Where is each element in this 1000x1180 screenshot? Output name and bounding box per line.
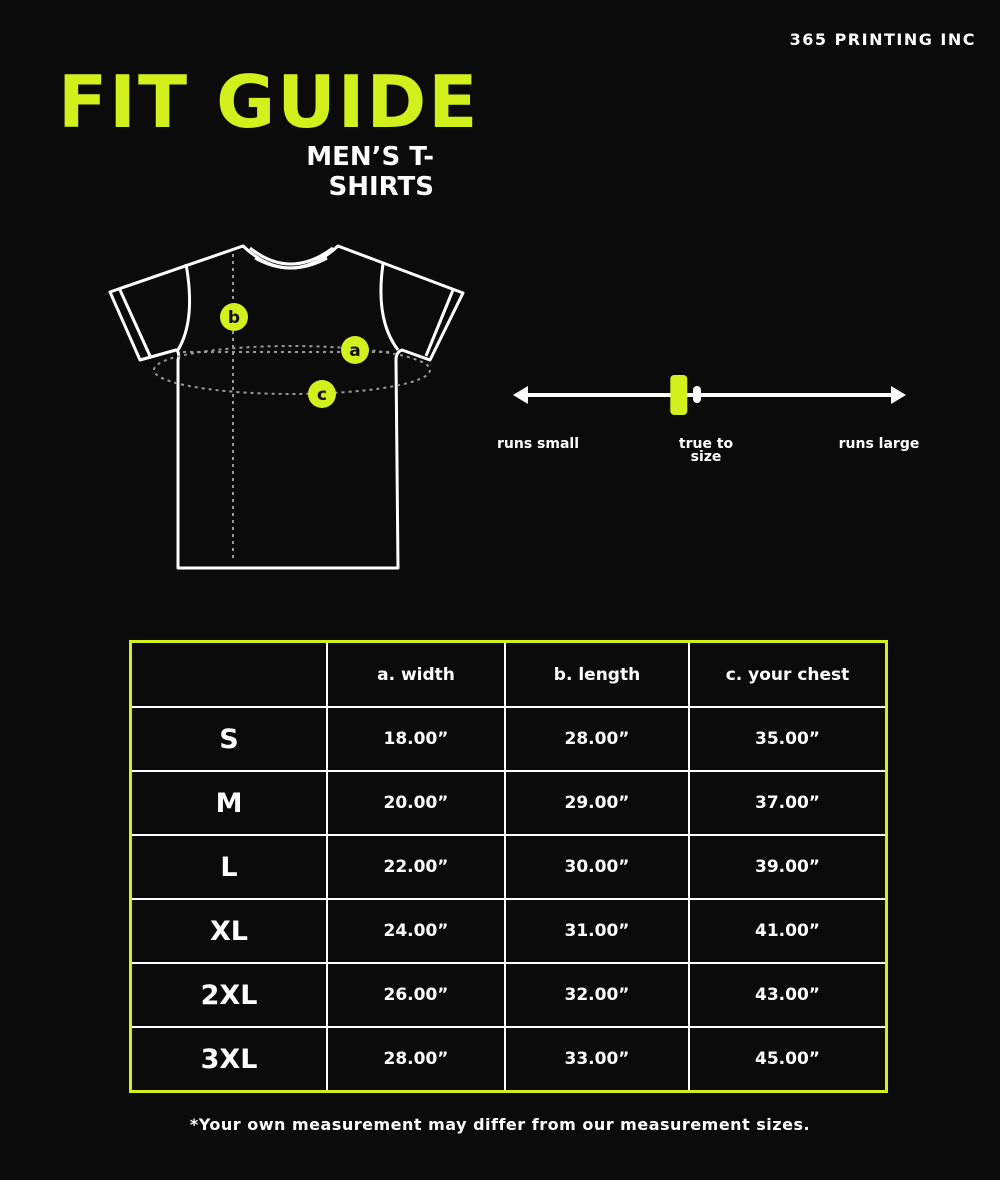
table-header-row: a. width b. length c. your chest xyxy=(129,640,888,708)
header-empty xyxy=(129,640,328,708)
length-cell: 32.00” xyxy=(504,962,690,1028)
footnote: *Your own measurement may differ from ou… xyxy=(189,1115,811,1134)
size-cell: M xyxy=(129,770,328,836)
marker-a: a xyxy=(341,336,369,364)
center-tick xyxy=(693,386,701,403)
length-cell: 31.00” xyxy=(504,898,690,964)
chest-cell: 35.00” xyxy=(688,706,888,772)
size-cell: 2XL xyxy=(129,962,328,1028)
marker-c: c xyxy=(308,380,336,408)
tshirt-diagram: b a c xyxy=(108,244,906,570)
arrow-right-icon xyxy=(891,386,906,404)
fit-scale xyxy=(513,375,906,415)
size-cell: XL xyxy=(129,898,328,964)
label-true-to-size: true to size xyxy=(678,436,734,465)
arrow-left-icon xyxy=(513,386,528,404)
svg-text:b: b xyxy=(228,308,240,328)
label-runs-large: runs large xyxy=(838,436,920,452)
length-cell: 33.00” xyxy=(504,1026,690,1093)
chest-cell: 43.00” xyxy=(688,962,888,1028)
table-row: L 22.00” 30.00” 39.00” xyxy=(129,834,888,900)
chest-cell: 41.00” xyxy=(688,898,888,964)
label-runs-small: runs small xyxy=(496,436,579,452)
length-cell: 28.00” xyxy=(504,706,690,772)
width-cell: 20.00” xyxy=(326,770,506,836)
width-cell: 26.00” xyxy=(326,962,506,1028)
size-cell: 3XL xyxy=(129,1026,328,1093)
width-cell: 22.00” xyxy=(326,834,506,900)
chest-cell: 39.00” xyxy=(688,834,888,900)
tshirt-outline-icon xyxy=(108,244,465,570)
svg-text:a: a xyxy=(349,341,360,361)
page-title: FIT GUIDE xyxy=(58,60,480,144)
width-cell: 18.00” xyxy=(326,706,506,772)
width-cell: 28.00” xyxy=(326,1026,506,1093)
fit-indicator xyxy=(670,375,688,415)
width-cell: 24.00” xyxy=(326,898,506,964)
size-cell: S xyxy=(129,706,328,772)
size-cell: L xyxy=(129,834,328,900)
size-table: a. width b. length c. your chest S 18.00”… xyxy=(129,640,888,1093)
brand-name: 365 PRINTING INC xyxy=(789,30,976,49)
header-chest: c. your chest xyxy=(688,640,888,708)
marker-b: b xyxy=(220,303,248,331)
length-cell: 30.00” xyxy=(504,834,690,900)
svg-text:c: c xyxy=(317,385,327,405)
table-row: 2XL 26.00” 32.00” 43.00” xyxy=(129,962,888,1028)
table-row: 3XL 28.00” 33.00” 45.00” xyxy=(129,1026,888,1093)
table-row: XL 24.00” 31.00” 41.00” xyxy=(129,898,888,964)
header-length: b. length xyxy=(504,640,690,708)
table-row: S 18.00” 28.00” 35.00” xyxy=(129,706,888,772)
measurement-guides xyxy=(153,254,431,562)
length-cell: 29.00” xyxy=(504,770,690,836)
header-width: a. width xyxy=(326,640,506,708)
chest-cell: 37.00” xyxy=(688,770,888,836)
table-row: M 20.00” 29.00” 37.00” xyxy=(129,770,888,836)
chest-cell: 45.00” xyxy=(688,1026,888,1093)
page-subtitle: MEN’S T-SHIRTS xyxy=(306,142,434,202)
